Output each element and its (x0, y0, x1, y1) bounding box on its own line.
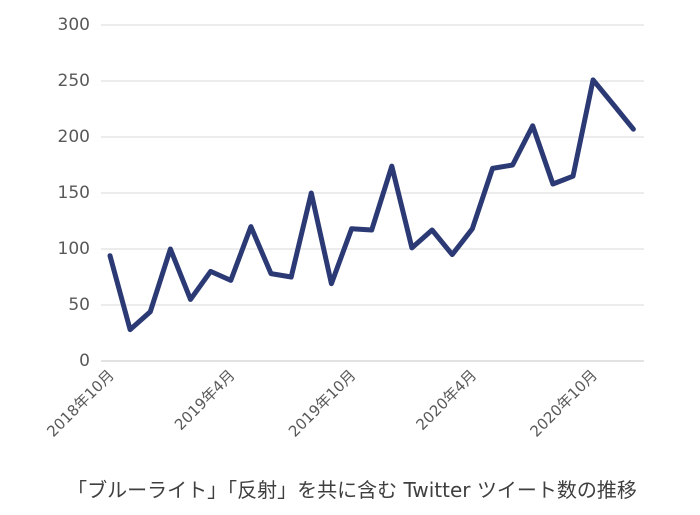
gridlines (101, 24, 644, 362)
y-tick-label: 100 (58, 239, 90, 259)
data-series (107, 77, 636, 333)
x-tick-label: 2020年10月 (527, 366, 601, 440)
x-tick-label: 2020年4月 (412, 366, 480, 434)
series-line-tweet-count (107, 77, 636, 333)
y-tick-label: 200 (58, 127, 90, 147)
y-tick-label: 150 (58, 183, 90, 203)
chart-title: 「ブルーライト」「反射」を共に含む Twitter ツイート数の推移 (67, 478, 637, 502)
y-tick-label: 250 (58, 71, 90, 91)
y-tick-label: 0 (79, 351, 90, 371)
y-axis-labels: 0 50 100 150 200 250 300 (58, 15, 90, 371)
x-axis-labels: 2018年10月 2019年4月 2019年10月 2020年4月 2020年10月 (43, 366, 601, 440)
x-tick-label: 2018年10月 (43, 366, 117, 440)
x-tick-label: 2019年4月 (171, 366, 239, 434)
y-tick-label: 50 (68, 295, 90, 315)
x-tick-label: 2019年10月 (285, 366, 359, 440)
y-tick-label: 300 (58, 15, 90, 35)
